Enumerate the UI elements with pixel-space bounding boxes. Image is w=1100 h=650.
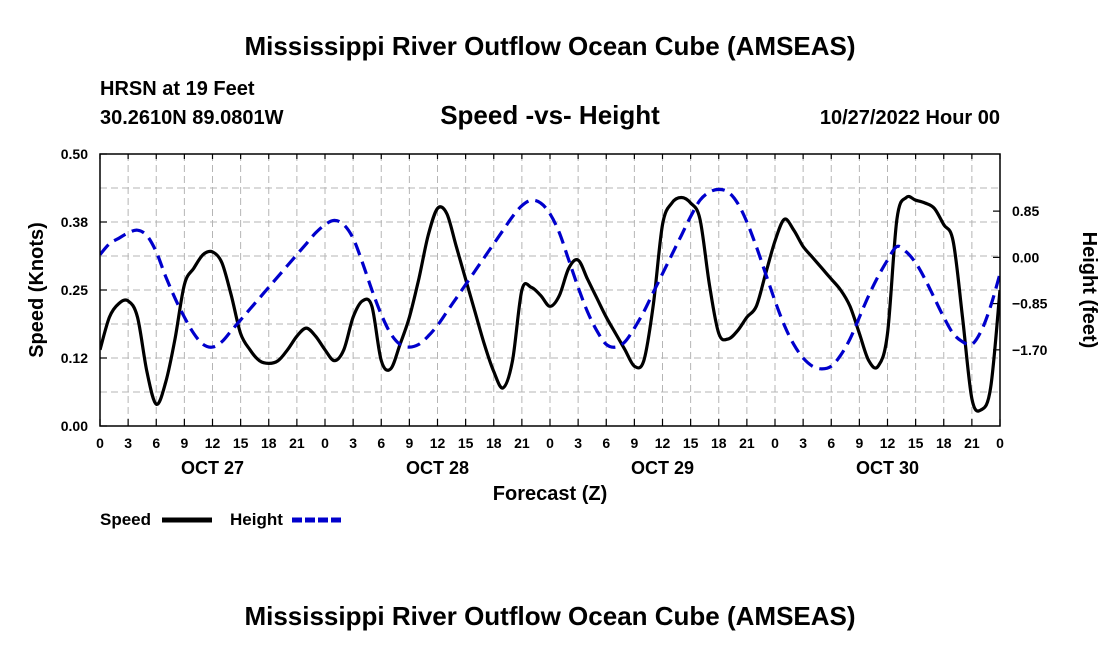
y-right-tick-label: −0.85 <box>1012 296 1048 312</box>
footer-title: Mississippi River Outflow Ocean Cube (AM… <box>244 601 855 631</box>
x-tick-label: 9 <box>630 435 638 451</box>
x-tick-label: 6 <box>152 435 160 451</box>
y-left-tick-label: 0.50 <box>61 146 88 162</box>
y-right-tick-label: 0.00 <box>1012 249 1039 265</box>
x-tick-label: 6 <box>827 435 835 451</box>
plot-series <box>100 187 1000 413</box>
x-tick-label: 6 <box>377 435 385 451</box>
x-tick-label: 18 <box>711 435 727 451</box>
legend-height-label: Height <box>230 510 283 529</box>
x-tick-label: 0 <box>321 435 329 451</box>
x-day-label: OCT 28 <box>406 458 469 478</box>
legend-speed-label: Speed <box>100 510 151 529</box>
x-tick-label: 12 <box>880 435 896 451</box>
x-axis-label: Forecast (Z) <box>493 483 607 505</box>
x-tick-label: 3 <box>124 435 132 451</box>
location-label: 30.2610N 89.0801W <box>100 107 284 129</box>
x-tick-label: 21 <box>514 435 530 451</box>
x-tick-label: 18 <box>486 435 502 451</box>
y-left-tick-label: 0.00 <box>61 418 88 434</box>
x-tick-label: 0 <box>771 435 779 451</box>
y-axis-right-label: Height (feet) <box>1078 232 1100 349</box>
x-tick-label: 15 <box>458 435 474 451</box>
chart-subtitle: Speed -vs- Height <box>440 100 660 130</box>
x-day-label: OCT 29 <box>631 458 694 478</box>
x-tick-label: 15 <box>683 435 699 451</box>
x-tick-label: 15 <box>908 435 924 451</box>
x-tick-label: 0 <box>96 435 104 451</box>
x-tick-label: 6 <box>602 435 610 451</box>
x-tick-label: 12 <box>655 435 671 451</box>
y-left-tick-label: 0.25 <box>61 282 88 298</box>
x-tick-label: 15 <box>233 435 249 451</box>
y-right-tick-label: 0.85 <box>1012 203 1039 219</box>
x-tick-label: 18 <box>261 435 277 451</box>
axis-ticks: 0 3 6 9 12 15 18 21 0 3 6 9 12 15 18 21 0 3 6 9 12 15 18 21 0 3 6 9… <box>61 146 1048 478</box>
x-tick-label: 9 <box>855 435 863 451</box>
x-tick-label: 21 <box>739 435 755 451</box>
x-tick-label: 3 <box>799 435 807 451</box>
x-tick-label: 9 <box>180 435 188 451</box>
x-tick-label: 0 <box>996 435 1004 451</box>
legend: Speed Height <box>100 510 342 529</box>
y-left-tick-label: 0.38 <box>61 214 88 230</box>
x-tick-label: 21 <box>964 435 980 451</box>
x-tick-label: 12 <box>205 435 221 451</box>
run-time-label: 10/27/2022 Hour 00 <box>820 107 1000 129</box>
x-tick-label: 9 <box>405 435 413 451</box>
x-tick-label: 3 <box>349 435 357 451</box>
grid-lines <box>100 154 1000 426</box>
x-day-label: OCT 27 <box>181 458 244 478</box>
main-title: Mississippi River Outflow Ocean Cube (AM… <box>244 31 855 61</box>
x-tick-label: 21 <box>289 435 305 451</box>
y-axis-left-label: Speed (Knots) <box>26 222 48 358</box>
station-label: HRSN at 19 Feet <box>100 78 255 100</box>
x-tick-label: 12 <box>430 435 446 451</box>
x-tick-label: 18 <box>936 435 952 451</box>
x-tick-label: 3 <box>574 435 582 451</box>
x-tick-label: 0 <box>546 435 554 451</box>
y-left-tick-label: 0.12 <box>61 350 88 366</box>
x-day-label: OCT 30 <box>856 458 919 478</box>
y-right-tick-label: −1.70 <box>1012 342 1048 358</box>
series-line-height <box>100 187 1000 371</box>
